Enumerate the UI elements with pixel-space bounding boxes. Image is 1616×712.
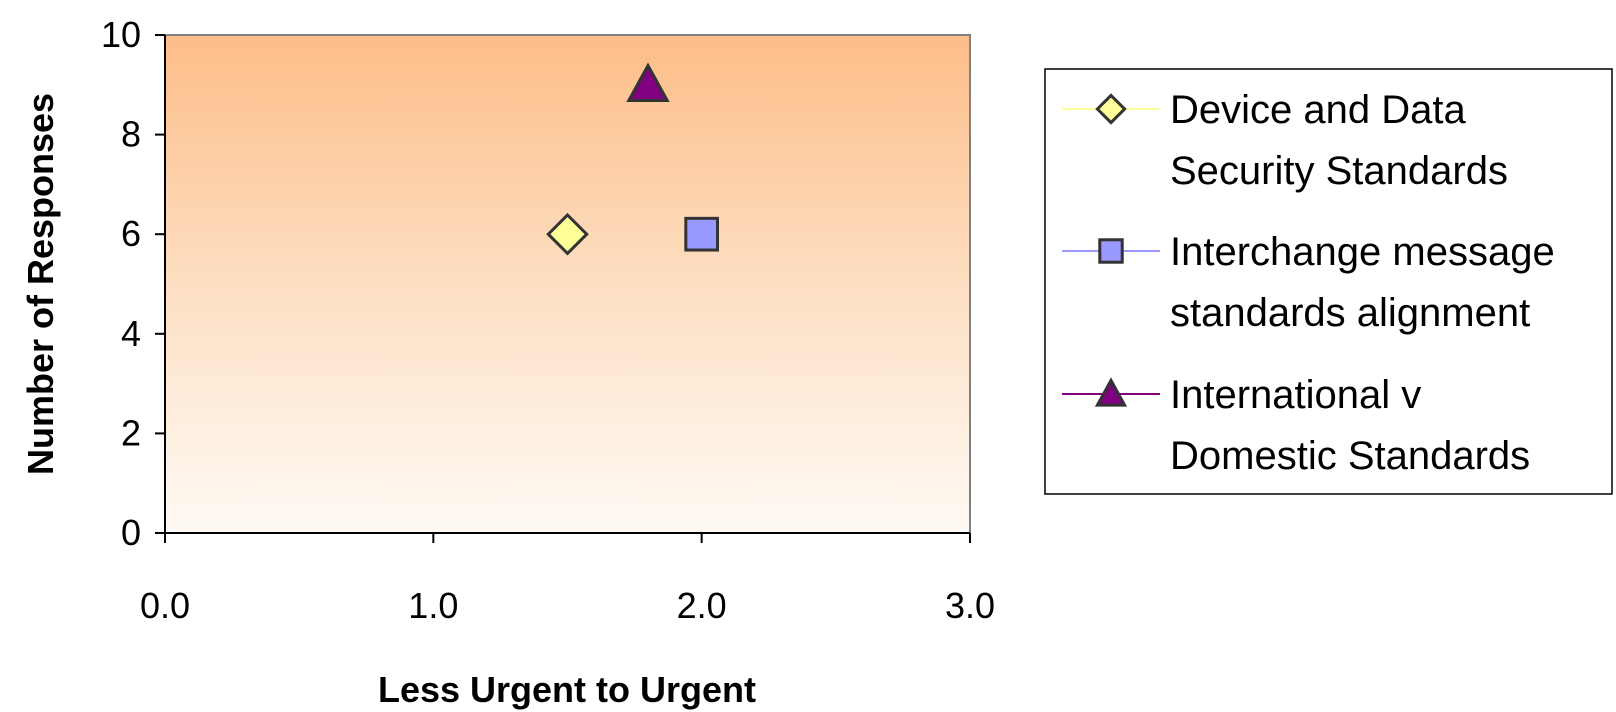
legend-box	[1044, 68, 1613, 495]
data-point-triangle	[626, 62, 670, 103]
legend: Device and Data Security Standards Interch…	[1044, 68, 1613, 495]
axes: 0 2 4 6 8 10 0.0 1.0 2.0 3.0	[101, 14, 995, 626]
legend-label: Interchange message	[1170, 230, 1555, 274]
y-tick-label: 8	[121, 114, 141, 155]
legend-label: standards alignment	[1170, 291, 1530, 335]
y-axis-title: Number of Responses	[20, 93, 61, 475]
legend-marker-triangle	[1094, 377, 1128, 407]
plot-area	[164, 34, 971, 534]
legend-entry: Interchange message standards alignment	[1062, 230, 1555, 335]
y-tick-label: 0	[121, 512, 141, 553]
x-tick-label: 3.0	[945, 585, 995, 626]
y-tick-label: 2	[121, 412, 141, 453]
legend-marker-diamond	[1095, 93, 1127, 125]
legend-label: Security Standards	[1170, 149, 1508, 193]
legend-label: Device and Data	[1170, 88, 1466, 132]
x-tick-label: 0.0	[140, 585, 190, 626]
legend-entry: Device and Data Security Standards	[1062, 88, 1508, 193]
legend-entry: International v Domestic Standards	[1062, 373, 1530, 478]
y-tick-label: 6	[121, 213, 141, 254]
y-tick-label: 4	[121, 313, 141, 354]
legend-label: International v	[1170, 373, 1421, 417]
data-point-diamond	[546, 212, 589, 256]
data-point-square	[684, 216, 720, 252]
x-axis-title: Less Urgent to Urgent	[378, 669, 756, 710]
x-tick-label: 2.0	[677, 585, 727, 626]
legend-label: Domestic Standards	[1170, 434, 1530, 478]
data-points	[546, 62, 720, 256]
legend-marker-square	[1098, 238, 1124, 264]
x-tick-label: 1.0	[408, 585, 458, 626]
y-tick-label: 10	[101, 14, 141, 55]
